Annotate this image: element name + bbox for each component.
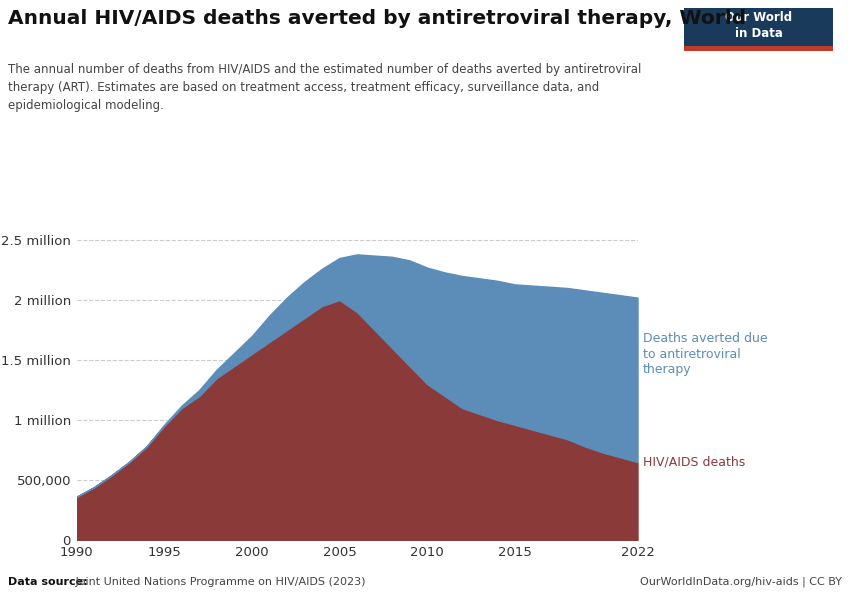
Text: Annual HIV/AIDS deaths averted by antiretroviral therapy, World: Annual HIV/AIDS deaths averted by antire… bbox=[8, 9, 746, 28]
Text: Deaths averted due
to antiretroviral
therapy: Deaths averted due to antiretroviral the… bbox=[643, 332, 768, 376]
Text: The annual number of deaths from HIV/AIDS and the estimated number of deaths ave: The annual number of deaths from HIV/AID… bbox=[8, 63, 642, 112]
Text: Data source:: Data source: bbox=[8, 577, 88, 587]
Text: OurWorldInData.org/hiv-aids | CC BY: OurWorldInData.org/hiv-aids | CC BY bbox=[639, 576, 842, 587]
Text: Our World
in Data: Our World in Data bbox=[725, 11, 792, 40]
FancyBboxPatch shape bbox=[684, 46, 833, 51]
Text: HIV/AIDS deaths: HIV/AIDS deaths bbox=[643, 455, 745, 469]
FancyBboxPatch shape bbox=[684, 8, 833, 51]
Text: Joint United Nations Programme on HIV/AIDS (2023): Joint United Nations Programme on HIV/AI… bbox=[72, 577, 366, 587]
